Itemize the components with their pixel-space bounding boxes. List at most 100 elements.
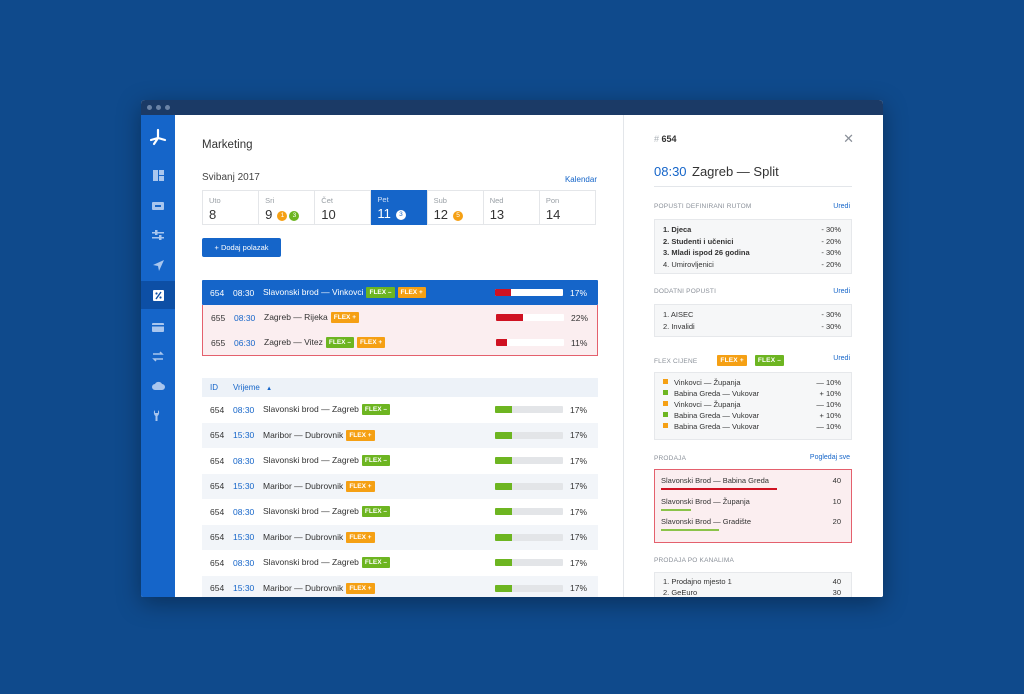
occupancy-fill bbox=[495, 406, 512, 414]
sales-count: 40 bbox=[832, 476, 841, 485]
day-cell[interactable]: Čet 10 bbox=[315, 191, 372, 224]
table-row[interactable]: 654 15:30 Maribor — Dubrovnik FLEX + 17% bbox=[202, 473, 598, 499]
departure-route-label: Slavonski brod — Zagreb bbox=[263, 455, 359, 466]
flex-prices-edit-link[interactable]: Uredi bbox=[833, 355, 850, 362]
route-discounts-edit-link[interactable]: Uredi bbox=[833, 203, 850, 210]
app-logo[interactable] bbox=[141, 115, 175, 159]
day-cell[interactable]: Sri 9 1 3 bbox=[259, 191, 316, 224]
flex-minus-tag: FLEX – bbox=[325, 337, 354, 348]
sort-asc-icon: ▲ bbox=[266, 386, 273, 392]
flex-prices-list: Vinkovci — Županja — 10% Babina Greda — Vu… bbox=[654, 372, 852, 440]
day-name: Pon bbox=[545, 196, 560, 205]
sales-item[interactable]: Slavonski Brod — Babina Greda 40 bbox=[661, 476, 841, 485]
occupancy-fill bbox=[495, 431, 512, 439]
list-item-label: Vinkovci — Županja bbox=[663, 400, 741, 409]
day-cell[interactable]: Pet 11 3 bbox=[371, 190, 428, 225]
day-cell[interactable]: Uto 8 bbox=[203, 191, 260, 224]
list-item-label: 3. Mladi ispod 26 godina bbox=[663, 248, 750, 257]
day-count-badge: 3 bbox=[395, 210, 406, 220]
table-row[interactable]: 654 08:30 Slavonski brod — Zagreb FLEX – … bbox=[202, 448, 598, 474]
list-item-label: 4. Umirovljenici bbox=[663, 260, 714, 269]
view-all-sales-link[interactable]: Pogledaj sve bbox=[809, 454, 850, 461]
day-cell[interactable]: Pon 14 bbox=[540, 191, 595, 224]
sales-item[interactable]: Slavonski Brod — Gradište 20 bbox=[661, 517, 841, 526]
close-icon[interactable]: ✕ bbox=[843, 131, 854, 146]
window-dot[interactable] bbox=[165, 105, 170, 110]
column-header-time[interactable]: Vrijeme ▲ bbox=[233, 383, 272, 392]
trip-number-value: 654 bbox=[661, 134, 677, 144]
table-row[interactable]: 654 15:30 Maribor — Dubrovnik FLEX + 17% bbox=[202, 524, 598, 550]
list-item-text: Babina Greda — Vukovar bbox=[674, 422, 760, 431]
occupancy-bar bbox=[495, 533, 563, 541]
flex-plus-tag: FLEX + bbox=[356, 337, 386, 348]
day-cell[interactable]: Sub 12 5 bbox=[428, 191, 484, 224]
sales-item[interactable]: Slavonski Brod — Županja 10 bbox=[661, 497, 841, 506]
departure-id: 654 bbox=[210, 506, 225, 517]
departure-id: 654 bbox=[210, 557, 225, 568]
list-item-text: 4. Umirovljenici bbox=[663, 259, 714, 269]
list-item: Vinkovci — Županja — 10% bbox=[663, 378, 841, 387]
occupancy-percent: 17% bbox=[570, 583, 588, 594]
departure-route-label: Slavonski brod — Zagreb bbox=[263, 557, 359, 568]
departure-time: 06:30 bbox=[234, 337, 256, 348]
list-item-value: - 30% bbox=[821, 321, 841, 331]
list-item-text: 1. Prodajno mjesto 1 bbox=[663, 577, 732, 586]
day-name: Pet bbox=[377, 195, 389, 204]
day-name: Ned bbox=[489, 196, 504, 205]
flex-prices-title-label: FLEX CIJENE bbox=[654, 358, 698, 365]
sidebar-item-navigation[interactable] bbox=[141, 251, 175, 279]
day-count-badge: 3 bbox=[289, 211, 300, 221]
departure-id: 655 bbox=[211, 312, 226, 323]
alert-departure-row[interactable]: 655 08:30 Zagreb — Rijeka FLEX + 22% bbox=[203, 305, 597, 330]
table-row[interactable]: 654 08:30 Slavonski brod — Zagreb FLEX – … bbox=[202, 397, 598, 423]
wrench-icon bbox=[153, 410, 159, 421]
list-item: 2. Studenti i učenici - 20% bbox=[663, 237, 841, 246]
list-item-label: 1. Prodajno mjesto 1 bbox=[663, 577, 732, 586]
list-item: Babina Greda — Vukovar + 10% bbox=[663, 411, 841, 420]
departure-time: 08:30 bbox=[233, 404, 255, 415]
column-header-id[interactable]: ID bbox=[210, 383, 218, 392]
sidebar-item-settings[interactable] bbox=[141, 221, 175, 249]
list-item-label: 2. GeEuro bbox=[663, 588, 697, 597]
sales-count: 10 bbox=[832, 496, 841, 506]
extra-discounts-edit-link[interactable]: Uredi bbox=[833, 288, 850, 295]
day-cell[interactable]: Ned 13 bbox=[484, 191, 540, 224]
occupancy-fill bbox=[495, 457, 512, 465]
table-row[interactable]: 654 15:30 Maribor — Dubrovnik FLEX + 17% bbox=[202, 575, 598, 597]
occupancy-bar bbox=[495, 584, 563, 592]
sidebar-item-transfers[interactable] bbox=[141, 342, 175, 370]
day-name: Čet bbox=[321, 196, 333, 205]
calendar-link[interactable]: Kalendar bbox=[564, 175, 597, 184]
table-row[interactable]: 654 15:30 Maribor — Dubrovnik FLEX + 17% bbox=[202, 422, 598, 448]
flex-color-marker bbox=[663, 379, 668, 384]
occupancy-bar bbox=[495, 559, 563, 567]
table-row[interactable]: 654 08:30 Slavonski brod — Zagreb FLEX – … bbox=[202, 550, 598, 576]
list-item-value: - 20% bbox=[821, 259, 841, 269]
sidebar-item-tickets[interactable] bbox=[141, 192, 175, 220]
list-item-label: Babina Greda — Vukovar bbox=[663, 411, 759, 420]
sidebar-item-cloud[interactable] bbox=[141, 371, 175, 399]
alert-departure-row[interactable]: 655 06:30 Zagreb — Vitez FLEX – FLEX + 11% bbox=[203, 330, 597, 355]
sidebar-item-payments[interactable] bbox=[141, 313, 175, 341]
window-dot[interactable] bbox=[147, 105, 152, 110]
column-header-time-label: Vrijeme bbox=[233, 383, 260, 392]
departure-route: Slavonski brod — Zagreb FLEX – bbox=[263, 506, 390, 518]
list-item-text: 2. Invalidi bbox=[663, 321, 695, 331]
list-item-value: — 10% bbox=[816, 400, 841, 409]
departure-route-label: Zagreb — Rijeka bbox=[264, 312, 328, 322]
add-departure-button[interactable]: + Dodaj polazak bbox=[202, 238, 281, 257]
sidebar-item-dashboard[interactable] bbox=[141, 161, 175, 189]
occupancy-fill bbox=[495, 584, 512, 592]
sidebar-item-tools[interactable] bbox=[141, 401, 175, 429]
selected-departure-row[interactable]: 654 08:30 Slavonski brod — Vinkovci FLEX … bbox=[202, 280, 598, 305]
sales-bar bbox=[661, 508, 692, 511]
list-item-text: Babina Greda — Vukovar bbox=[674, 411, 760, 420]
occupancy-fill bbox=[496, 339, 507, 346]
sidebar-item-discounts[interactable] bbox=[141, 281, 175, 309]
list-item-value: - 30% bbox=[821, 310, 841, 319]
departure-id: 655 bbox=[211, 337, 226, 348]
window-dot[interactable] bbox=[156, 105, 161, 110]
table-row[interactable]: 654 08:30 Slavonski brod — Zagreb FLEX – … bbox=[202, 499, 598, 525]
flex-plus-tag: FLEX + bbox=[346, 582, 375, 594]
occupancy-fill bbox=[496, 314, 524, 321]
